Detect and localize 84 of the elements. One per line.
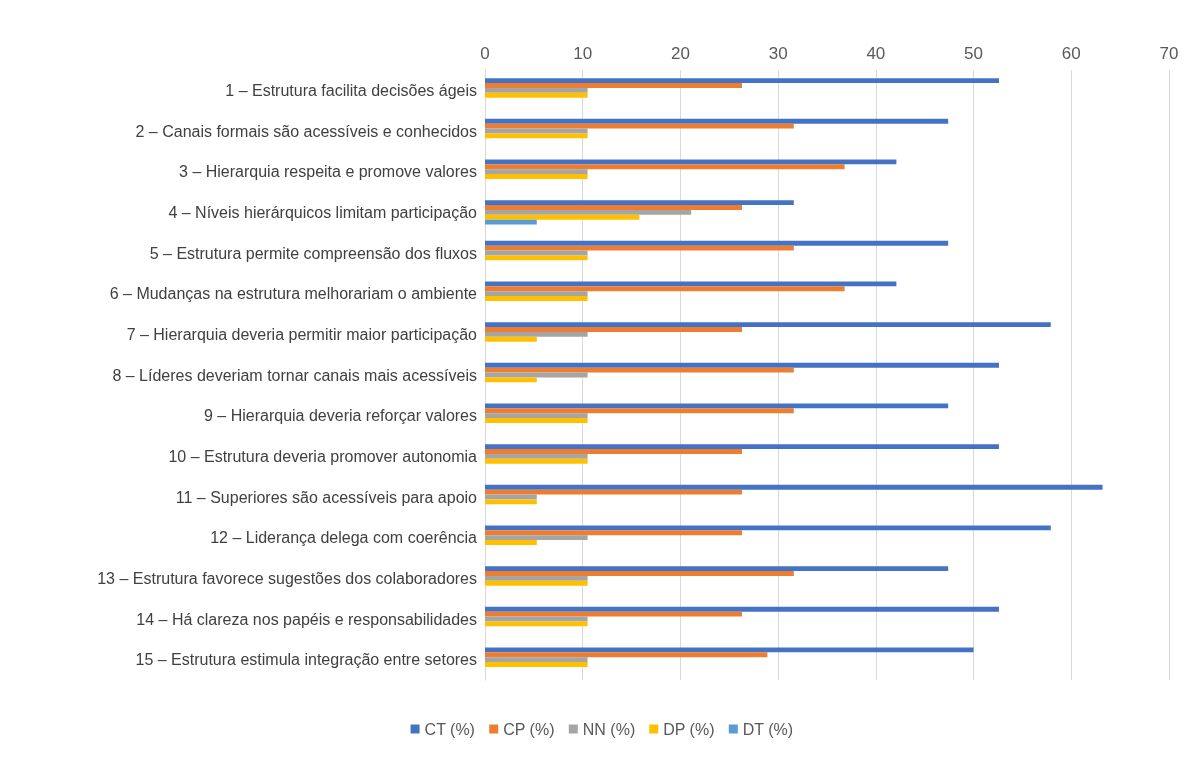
bar — [485, 458, 588, 464]
bar — [485, 662, 588, 667]
bar — [485, 530, 742, 536]
y-tick-label: 10 – Estrutura deveria promover autonomia — [168, 447, 478, 465]
legend-label: DP (%) — [663, 720, 715, 738]
bar — [485, 286, 845, 292]
legend-label: CP (%) — [503, 720, 555, 738]
bar — [485, 159, 897, 165]
bar — [485, 174, 588, 179]
bar — [485, 209, 692, 215]
bar — [485, 133, 588, 139]
legend-label: CT (%) — [424, 720, 475, 738]
bar — [485, 418, 588, 423]
y-tick-label: 3 – Hierarquia respeita e promove valores — [179, 163, 477, 181]
bar — [485, 164, 845, 170]
bar — [485, 540, 537, 545]
legend-label: NN (%) — [582, 720, 636, 738]
bar — [485, 525, 1051, 531]
bar — [485, 336, 537, 342]
bar — [485, 331, 588, 337]
bar — [485, 453, 588, 459]
bar — [485, 214, 640, 220]
bar — [485, 449, 742, 454]
y-tick-label: 2 – Canais formais são acessíveis e conhecidos — [135, 122, 477, 140]
y-tick-label: 15 – Estrutura estimula integração entre setores — [135, 651, 477, 669]
bar — [485, 200, 794, 206]
bar — [485, 362, 999, 368]
y-tick-label: 7 – Hierarquia deveria permitir maior participação — [126, 325, 478, 343]
bar — [485, 367, 794, 373]
x-tick-label: 30 — [768, 44, 788, 63]
bar — [485, 118, 949, 124]
y-tick-label: 6 – Mudanças na estrutura melhorariam o ambiente — [109, 285, 478, 303]
bar — [485, 606, 999, 612]
bar — [485, 87, 588, 93]
y-tick-label: 12 – Liderança delega com coerência — [210, 529, 478, 547]
bar — [485, 219, 537, 225]
bar — [485, 408, 794, 414]
bar — [485, 327, 742, 332]
bar — [485, 296, 588, 301]
y-tick-label: 4 – Níveis hierárquicos limitam participação — [168, 203, 478, 221]
y-tick-label: 1 – Estrutura facilita decisões ágeis — [225, 81, 477, 99]
y-tick-label: 13 – Estrutura favorece sugestões dos colaboradores — [97, 569, 477, 587]
bar — [485, 484, 1103, 490]
bar — [485, 535, 588, 541]
bar — [485, 621, 588, 627]
bar — [485, 123, 794, 129]
x-tick-label: 40 — [866, 44, 886, 63]
bar — [485, 403, 949, 409]
bar — [485, 444, 999, 450]
bar — [485, 245, 794, 251]
bar — [485, 571, 794, 576]
bar — [485, 78, 999, 84]
bar — [485, 291, 588, 297]
bar — [485, 92, 588, 98]
bar — [485, 281, 897, 287]
y-tick-label: 11 – Superiores são acessíveis para apoio — [175, 488, 478, 506]
y-tick-label: 5 – Estrutura permite compreensão dos fluxos — [149, 244, 477, 262]
x-tick-label: 20 — [670, 44, 690, 63]
x-tick-label: 10 — [573, 44, 593, 63]
y-tick-label: 9 – Hierarquia deveria reforçar valores — [203, 407, 477, 425]
x-tick-label: 60 — [1061, 44, 1081, 63]
bar — [485, 657, 588, 663]
y-tick-label: 14 – Há clareza nos papéis e responsabilidades — [136, 610, 477, 628]
bar — [485, 255, 588, 261]
bar — [485, 240, 949, 246]
bar — [485, 580, 588, 586]
bar — [485, 489, 742, 495]
bar — [485, 647, 974, 653]
bar — [485, 169, 588, 175]
x-tick-label: 70 — [1159, 44, 1179, 63]
bar — [485, 413, 588, 419]
legend-label: DT (%) — [742, 720, 794, 738]
x-tick-label: 0 — [480, 44, 490, 63]
bar — [485, 575, 588, 581]
bar — [485, 322, 1051, 328]
y-tick-label: 8 – Líderes deveriam tornar canais mais acessíveis — [112, 366, 477, 384]
bar — [485, 205, 742, 210]
bar — [485, 83, 742, 88]
bar — [485, 611, 742, 617]
bar — [485, 499, 537, 505]
x-tick-label: 50 — [964, 44, 984, 63]
bar — [485, 566, 949, 572]
bar — [485, 377, 537, 383]
bar — [485, 652, 768, 658]
